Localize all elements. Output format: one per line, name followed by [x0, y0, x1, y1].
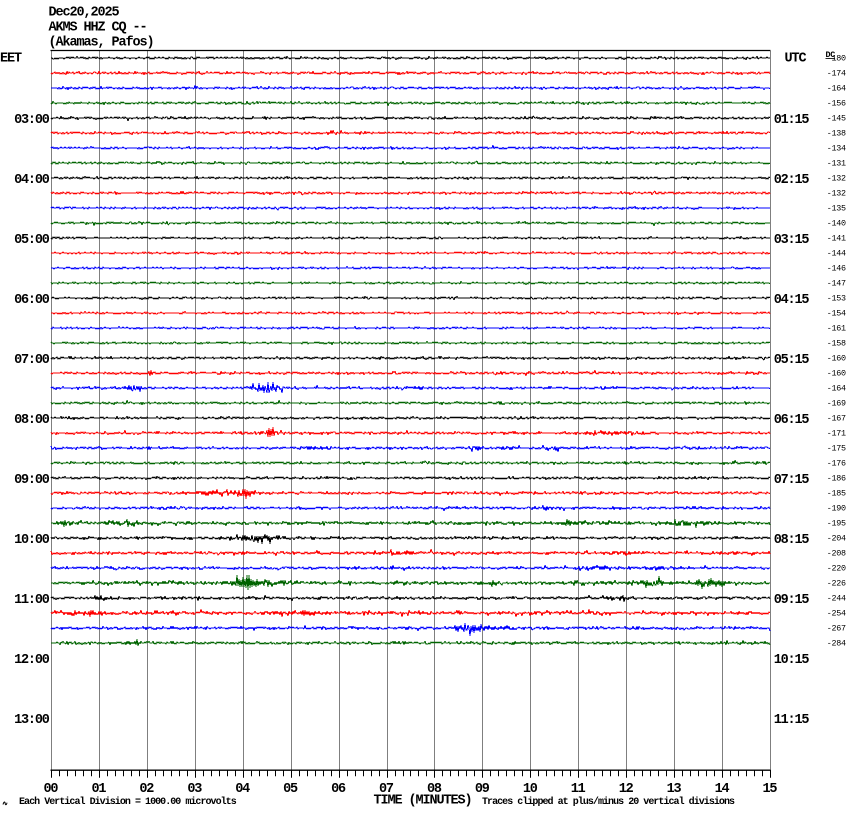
svg-text:-208: -208 [827, 549, 846, 559]
svg-text:-158: -158 [827, 339, 846, 349]
svg-text:-190: -190 [827, 504, 846, 514]
svg-text:11: 11 [571, 782, 586, 797]
svg-text:-284: -284 [827, 639, 846, 649]
svg-text:08: 08 [427, 782, 442, 797]
svg-text:04:15: 04:15 [774, 293, 810, 308]
svg-text:06:00: 06:00 [14, 293, 50, 308]
svg-text:01: 01 [91, 782, 106, 797]
svg-text:13: 13 [667, 782, 682, 797]
svg-text:07:00: 07:00 [14, 353, 50, 368]
svg-text:-132: -132 [827, 189, 846, 199]
svg-text:04: 04 [235, 782, 250, 797]
svg-text:06: 06 [331, 782, 346, 797]
svg-text:Traces clipped at plus/minus 2: Traces clipped at plus/minus 20 vertical… [482, 796, 735, 808]
svg-text:13:00: 13:00 [14, 713, 50, 728]
svg-text:07:15: 07:15 [774, 473, 810, 488]
svg-text:03:00: 03:00 [14, 113, 50, 128]
svg-text:11:00: 11:00 [14, 593, 50, 608]
svg-text:-220: -220 [827, 564, 846, 574]
svg-text:03: 03 [187, 782, 202, 797]
svg-text:12: 12 [619, 782, 634, 797]
svg-text:-204: -204 [827, 534, 846, 544]
svg-text:TIME (MINUTES): TIME (MINUTES) [374, 793, 472, 808]
svg-text:10:15: 10:15 [774, 653, 810, 668]
svg-text:-164: -164 [827, 384, 846, 394]
svg-text:-132: -132 [827, 174, 846, 184]
svg-text:06:15: 06:15 [774, 413, 810, 428]
svg-text:DC: DC [826, 50, 836, 60]
svg-text:-161: -161 [827, 324, 846, 334]
svg-text:Each Vertical Division = 1000.: Each Vertical Division = 1000.00 microvo… [19, 796, 237, 808]
svg-text:UTC: UTC [785, 52, 807, 67]
svg-text:15: 15 [763, 782, 778, 797]
svg-text:-140: -140 [827, 219, 846, 229]
svg-text:11:15: 11:15 [774, 713, 810, 728]
svg-text:-134: -134 [827, 144, 846, 154]
svg-text:08:00: 08:00 [14, 413, 50, 428]
svg-text:-176: -176 [827, 459, 846, 469]
svg-text:09: 09 [475, 782, 490, 797]
svg-text:02:15: 02:15 [774, 173, 810, 188]
svg-text:-138: -138 [827, 129, 846, 139]
svg-text:EET: EET [0, 52, 22, 67]
svg-text:-175: -175 [827, 444, 846, 454]
svg-text:10:00: 10:00 [14, 533, 50, 548]
svg-text:-147: -147 [827, 279, 846, 289]
svg-text:04:00: 04:00 [14, 173, 50, 188]
svg-text:-226: -226 [827, 579, 846, 589]
svg-text:-145: -145 [827, 114, 846, 124]
svg-text:-135: -135 [827, 204, 846, 214]
svg-text:Dec20,2025: Dec20,2025 [49, 5, 120, 20]
svg-text:-154: -154 [827, 309, 846, 319]
svg-text:-180: -180 [827, 54, 846, 64]
svg-text:-164: -164 [827, 84, 846, 94]
svg-text:05: 05 [283, 782, 298, 797]
svg-text:14: 14 [715, 782, 730, 797]
svg-text:-167: -167 [827, 414, 846, 424]
svg-text:-254: -254 [827, 609, 846, 619]
svg-text:AKMS HHZ CQ --: AKMS HHZ CQ -- [49, 20, 147, 35]
svg-text:-141: -141 [827, 234, 846, 244]
svg-text:01:15: 01:15 [774, 113, 810, 128]
svg-text:08:15: 08:15 [774, 533, 810, 548]
svg-text:-185: -185 [827, 489, 846, 499]
svg-text:-144: -144 [827, 249, 846, 259]
svg-text:-156: -156 [827, 99, 846, 109]
svg-text:-153: -153 [827, 294, 846, 304]
svg-text:-195: -195 [827, 519, 846, 529]
svg-text:-267: -267 [827, 624, 846, 634]
svg-text:-186: -186 [827, 474, 846, 484]
svg-text:-169: -169 [827, 399, 846, 409]
svg-text:(Akamas, Pafos): (Akamas, Pafos) [49, 35, 154, 50]
svg-text:00: 00 [44, 782, 59, 797]
svg-text:10: 10 [523, 782, 538, 797]
svg-text:05:15: 05:15 [774, 353, 810, 368]
svg-text:12:00: 12:00 [14, 653, 50, 668]
svg-text:-160: -160 [827, 369, 846, 379]
svg-text:-171: -171 [827, 429, 846, 439]
svg-text:02: 02 [139, 782, 154, 797]
svg-text:-160: -160 [827, 354, 846, 364]
svg-text:-146: -146 [827, 264, 846, 274]
svg-text:-244: -244 [827, 594, 846, 604]
svg-text:-131: -131 [827, 159, 846, 169]
svg-text:03:15: 03:15 [774, 233, 810, 248]
svg-text:09:00: 09:00 [14, 473, 50, 488]
svg-text:-174: -174 [827, 69, 846, 79]
svg-text:09:15: 09:15 [774, 593, 810, 608]
svg-text:05:00: 05:00 [14, 233, 50, 248]
svg-text:07: 07 [379, 782, 394, 797]
